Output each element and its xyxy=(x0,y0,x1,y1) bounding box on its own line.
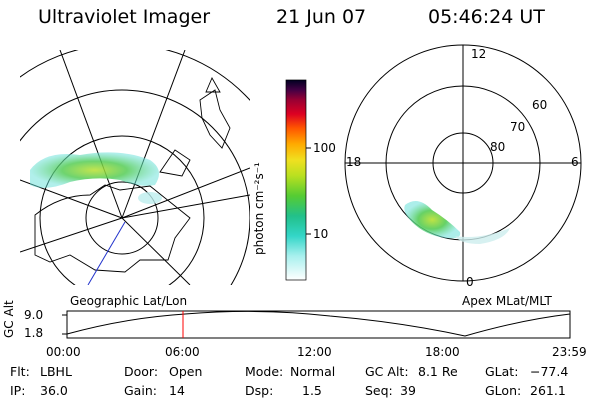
ip-label: IP: xyxy=(10,383,26,398)
magnetic-polar-plot xyxy=(344,44,582,282)
dsp-label: Dsp: xyxy=(245,383,274,398)
date-label: 21 Jun 07 xyxy=(276,6,367,28)
right-projection-label: Apex MLat/MLT xyxy=(462,294,552,308)
aurora-emission xyxy=(404,201,461,239)
glat-label: GLat: xyxy=(485,364,519,379)
gain-value: 14 xyxy=(169,383,185,398)
meridian-line xyxy=(20,217,123,253)
coastline xyxy=(205,76,221,93)
gcalt-label: GC Alt: xyxy=(365,364,409,379)
orbit-x-tick: 12:00 xyxy=(297,345,332,359)
orbit-x-tick: 23:59 xyxy=(552,345,587,359)
seq-value: 39 xyxy=(400,383,416,398)
orbit-y-tick: 9.0 xyxy=(24,308,44,322)
mlt-label-right: 6 xyxy=(571,155,579,169)
gain-label: Gain: xyxy=(124,383,157,398)
time-label: 05:46:24 UT xyxy=(428,6,545,28)
seq-label: Seq: xyxy=(365,383,393,398)
meridian-line xyxy=(59,50,123,219)
mlt-label-bottom: 0 xyxy=(466,275,474,289)
mlt-label-left: 18 xyxy=(346,155,362,169)
glon-label: GLon: xyxy=(485,383,522,398)
coastline xyxy=(34,184,191,273)
orbit-ylabel: GC Alt xyxy=(2,300,16,338)
lat-circle-inner xyxy=(85,181,159,255)
mlat-label: 80 xyxy=(490,140,506,154)
aurora-emission xyxy=(455,228,510,244)
colorbar-tick-label: 10 xyxy=(313,227,329,241)
orbit-x-tick: 06:00 xyxy=(165,345,200,359)
orbit-x-tick: 18:00 xyxy=(425,345,460,359)
mlt-label-top: 12 xyxy=(471,47,487,61)
orbit-plot-frame xyxy=(66,310,571,339)
left-projection-label: Geographic Lat/Lon xyxy=(70,294,188,308)
mlat-label: 60 xyxy=(532,98,548,112)
coastline xyxy=(159,149,191,177)
colorbar-unit-label: photon cm⁻²s⁻¹ xyxy=(252,162,266,255)
orbit-altitude-curve xyxy=(66,310,571,337)
colorbar-tick-label: 100 xyxy=(313,141,336,155)
flt-value: LBHL xyxy=(40,364,72,379)
flt-label: Flt: xyxy=(10,364,30,379)
mode-value: Normal xyxy=(290,364,336,379)
meridian-line xyxy=(121,217,191,285)
meridian-line xyxy=(121,194,250,219)
meridian-line xyxy=(121,167,250,219)
door-label: Door: xyxy=(124,364,159,379)
lat-circle-mid xyxy=(39,135,205,285)
aurora-emission xyxy=(30,152,159,188)
lat-circle-outer xyxy=(20,89,250,285)
aurora-emission xyxy=(138,192,162,204)
app-title: Ultraviolet Imager xyxy=(38,6,211,28)
mlat-label: 70 xyxy=(510,120,526,134)
glat-value: −77.4 xyxy=(530,364,569,379)
orbit-x-tick: 00:00 xyxy=(46,345,81,359)
ip-value: 36.0 xyxy=(40,383,68,398)
glon-value: 261.1 xyxy=(530,383,566,398)
dsp-value: 1.5 xyxy=(302,383,322,398)
colorbar xyxy=(285,79,307,281)
geographic-map xyxy=(20,50,250,285)
mode-label: Mode: xyxy=(245,364,284,379)
gcalt-value: 8.1 Re xyxy=(418,364,458,379)
satellite-track xyxy=(87,221,126,285)
orbit-y-tick: 1.8 xyxy=(24,326,44,340)
door-value: Open xyxy=(169,364,203,379)
coastline xyxy=(199,89,231,149)
meridian-line xyxy=(121,50,186,219)
